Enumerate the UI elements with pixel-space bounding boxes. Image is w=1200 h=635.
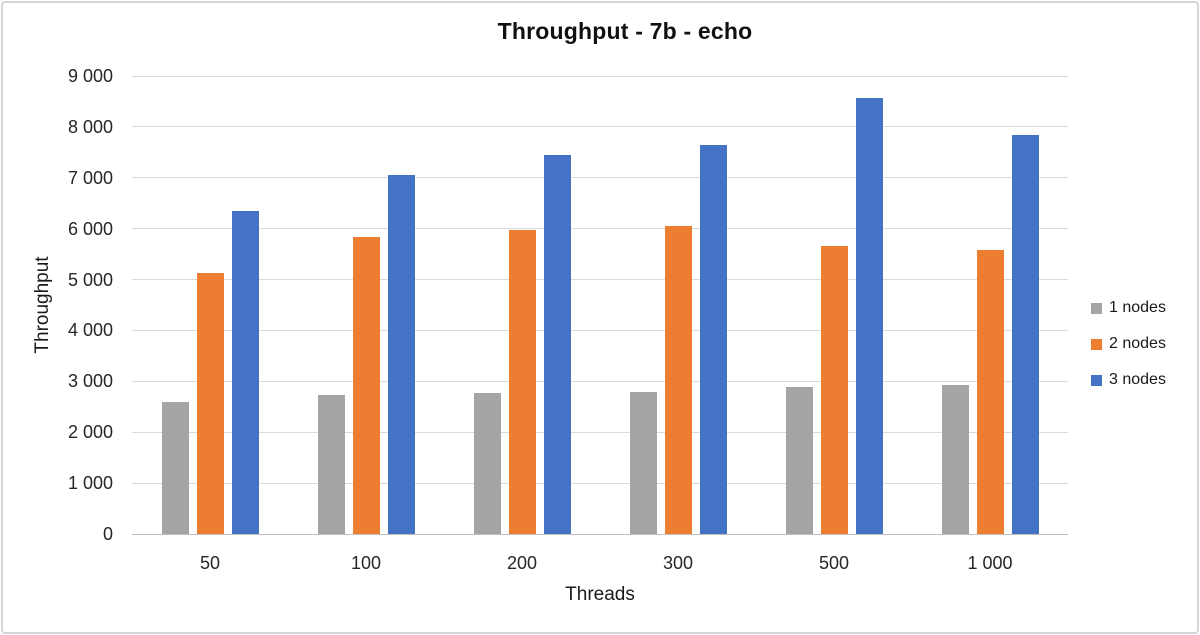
y-tick-label: 1 000 <box>67 473 113 494</box>
bar-2-nodes-1000 <box>976 250 1004 534</box>
chart-title: Throughput - 7b - echo <box>497 18 753 44</box>
legend-label: 1 nodes <box>1109 299 1166 316</box>
bar-1-nodes-1000 <box>941 384 969 534</box>
bar-2-nodes-300 <box>664 225 692 534</box>
y-tick-label: 0 <box>102 524 113 544</box>
y-tick-label: 7 000 <box>67 167 113 188</box>
gridline <box>132 177 1068 179</box>
legend-item: 2 nodes <box>1091 336 1166 352</box>
x-tick-label: 300 <box>662 553 694 573</box>
y-axis-title: Throughput <box>32 256 53 354</box>
bar-1-nodes-500 <box>785 387 813 534</box>
legend: 1 nodes 2 nodes 3 nodes <box>1091 300 1166 388</box>
legend-marker <box>1091 374 1102 386</box>
legend-item: 1 nodes <box>1091 300 1166 316</box>
gridline <box>132 126 1068 128</box>
x-tick-label: 1 000 <box>967 553 1013 573</box>
bar-2-nodes-200 <box>508 229 536 534</box>
bar-2-nodes-500 <box>820 245 848 534</box>
bar-1-nodes-200 <box>473 393 501 534</box>
bar-3-nodes-1000 <box>1011 135 1039 534</box>
bar-1-nodes-300 <box>629 392 657 534</box>
gridline <box>132 329 1068 331</box>
y-tick-label: 2 000 <box>67 422 113 443</box>
bar-2-nodes-100 <box>352 237 380 534</box>
x-axis-line <box>132 533 1068 535</box>
bar-3-nodes-100 <box>387 174 415 534</box>
gridline <box>132 75 1068 77</box>
legend-label: 3 nodes <box>1109 371 1166 388</box>
legend-marker <box>1091 338 1102 350</box>
x-tick-label: 200 <box>506 553 538 573</box>
y-tick-label: 3 000 <box>67 371 113 392</box>
bar-1-nodes-50 <box>161 401 189 534</box>
gridline <box>132 279 1068 281</box>
y-tick-label: 4 000 <box>67 320 113 341</box>
bar-3-nodes-200 <box>543 154 571 534</box>
y-tick-label: 6 000 <box>67 218 113 239</box>
legend-label: 2 nodes <box>1109 335 1166 352</box>
gridline <box>132 380 1068 382</box>
x-tick-label: 500 <box>818 553 850 573</box>
legend-item: 3 nodes <box>1091 372 1166 388</box>
x-tick-label: 50 <box>199 553 221 573</box>
y-tick-label: 8 000 <box>67 116 113 137</box>
y-tick-label: 5 000 <box>67 269 113 290</box>
gridline <box>132 482 1068 484</box>
bar-3-nodes-50 <box>231 211 259 534</box>
y-tick-label: 9 000 <box>67 66 113 86</box>
legend-marker <box>1091 302 1102 314</box>
gridline <box>132 228 1068 230</box>
gridline <box>132 431 1068 433</box>
bar-3-nodes-500 <box>855 98 883 534</box>
x-axis-title: Threads <box>565 584 635 605</box>
x-tick-label: 100 <box>350 553 382 573</box>
plot-area: 0 1 000 2 000 3 000 4 000 5 000 6 000 7 000 8 00… <box>3 3 1197 632</box>
bar-1-nodes-100 <box>317 394 345 534</box>
bar-2-nodes-50 <box>196 272 224 534</box>
bar-3-nodes-300 <box>699 145 727 534</box>
